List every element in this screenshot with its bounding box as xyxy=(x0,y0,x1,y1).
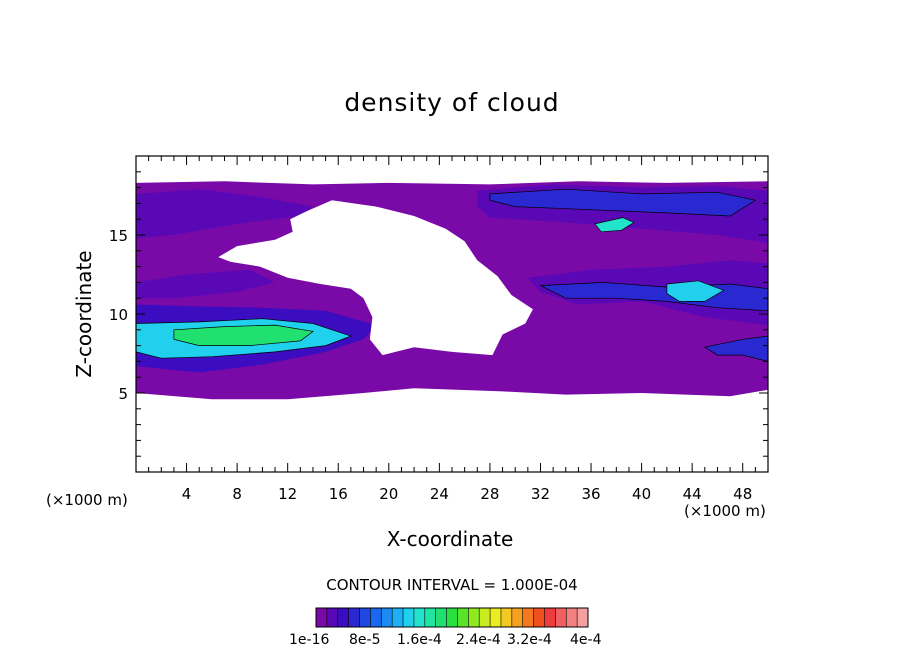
colorbar-labels: 1e-16 8e-5 1.6e-4 2.4e-4 3.2e-4 4e-4 xyxy=(0,632,904,652)
x-unit-label-right: (×1000 m) xyxy=(684,502,766,520)
colorbar-swatch xyxy=(446,608,458,627)
colorbar-swatch xyxy=(413,608,426,627)
y-axis-label: Z-coordinate xyxy=(72,250,96,378)
colorbar-swatch xyxy=(326,608,339,627)
colorbar-label: 1e-16 xyxy=(289,632,330,648)
colorbar-swatch xyxy=(479,608,491,627)
colorbar-swatch xyxy=(359,608,371,627)
contour-region xyxy=(136,269,275,299)
colorbar-swatch xyxy=(403,608,415,627)
x-tick-label: 44 xyxy=(683,485,702,503)
colorbar-swatch xyxy=(370,608,382,627)
x-tick-label: 40 xyxy=(632,485,651,503)
colorbar-swatch xyxy=(522,608,534,627)
colorbar-swatch xyxy=(555,608,567,627)
contour-region xyxy=(489,188,757,217)
x-tick-label: 12 xyxy=(278,485,297,503)
x-tick-label: 28 xyxy=(480,485,499,503)
contour-region xyxy=(703,335,768,362)
colorbar-swatch xyxy=(348,608,360,627)
colorbar-swatch xyxy=(533,608,545,627)
colorbar-label: 2.4e-4 xyxy=(456,632,501,648)
x-tick-label: 36 xyxy=(581,485,600,503)
colorbar-swatch xyxy=(435,608,447,627)
colorbar-label: 4e-4 xyxy=(570,632,602,648)
colorbar-swatch xyxy=(424,608,436,627)
x-tick-label: 32 xyxy=(531,485,550,503)
colorbar-swatch xyxy=(392,608,404,627)
colorbar-swatch xyxy=(490,608,502,627)
x-tick-label: 48 xyxy=(733,485,752,503)
colorbar-swatch xyxy=(544,608,556,627)
contour-region xyxy=(666,280,725,302)
contour-interval-label: CONTOUR INTERVAL = 1.000E-04 xyxy=(326,576,578,594)
colorbar-swatch xyxy=(381,608,393,627)
x-tick-label: 24 xyxy=(430,485,449,503)
colorbar-swatch xyxy=(337,608,349,627)
x-tick-label: 20 xyxy=(379,485,398,503)
colorbar-label: 8e-5 xyxy=(349,632,381,648)
colorbar-swatch xyxy=(577,608,589,627)
x-tick-label: 16 xyxy=(329,485,348,503)
colorbar-swatch xyxy=(566,608,578,627)
x-tick-label: 8 xyxy=(232,485,242,503)
colorbar-swatch xyxy=(511,608,524,627)
colorbar-swatch xyxy=(316,608,328,627)
cloud-free-region xyxy=(218,200,533,356)
x-axis-label: X-coordinate xyxy=(386,527,514,551)
x-tick-label: 4 xyxy=(182,485,192,503)
colorbar-frame xyxy=(315,607,589,628)
x-unit-label-left: (×1000 m) xyxy=(46,491,128,509)
colorbar-swatch xyxy=(468,608,480,627)
y-tick-label: 5 xyxy=(118,385,128,403)
colorbar-label: 3.2e-4 xyxy=(507,632,552,648)
y-tick-label: 10 xyxy=(109,306,128,324)
colorbar-swatch xyxy=(500,608,513,627)
colorbar-label: 1.6e-4 xyxy=(397,632,442,648)
chart-title: density of cloud xyxy=(344,88,560,117)
y-tick-label: 15 xyxy=(109,227,128,245)
contour-region xyxy=(136,189,313,239)
contour-region xyxy=(173,324,314,346)
colorbar-swatch xyxy=(457,608,469,627)
contour-region xyxy=(594,217,635,233)
